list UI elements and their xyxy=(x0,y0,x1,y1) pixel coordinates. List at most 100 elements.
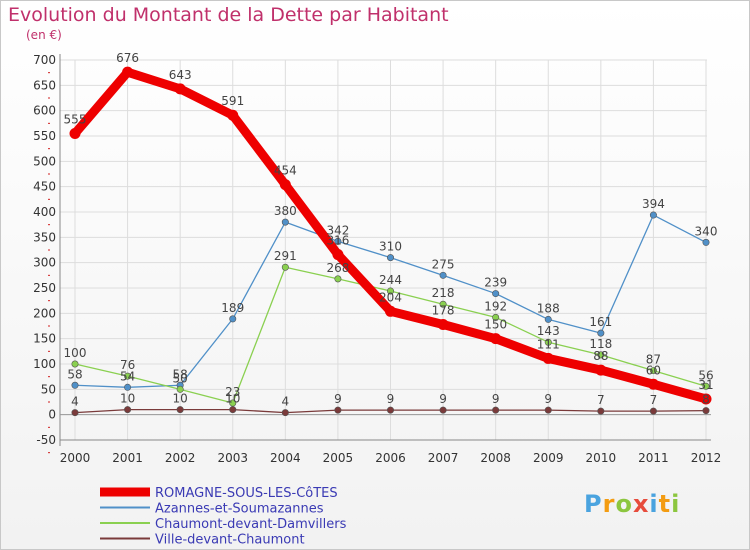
data-point xyxy=(385,305,396,317)
data-label: 291 xyxy=(274,249,297,263)
data-label: 591 xyxy=(221,94,244,108)
y-tick-label: 600 xyxy=(33,104,56,118)
data-label: 161 xyxy=(589,315,612,329)
logo-letter: o xyxy=(615,490,633,518)
data-label: 143 xyxy=(537,324,560,338)
logo-letter: x xyxy=(632,490,650,518)
data-point xyxy=(176,406,184,414)
data-label: 4 xyxy=(71,395,79,409)
data-point xyxy=(702,238,710,246)
x-tick-label: 2003 xyxy=(217,451,248,465)
data-label: 9 xyxy=(492,392,500,406)
data-label: 204 xyxy=(379,290,402,304)
data-point xyxy=(597,351,605,359)
data-label: 380 xyxy=(274,204,297,218)
data-point xyxy=(437,318,449,330)
data-label: 87 xyxy=(646,353,661,367)
x-tick-label: 2012 xyxy=(691,451,722,465)
data-point xyxy=(492,313,500,321)
data-label: 316 xyxy=(326,234,349,248)
chart-subtitle: (en €) xyxy=(26,28,62,42)
data-point xyxy=(439,406,447,414)
y-tick-label: 50 xyxy=(41,382,56,396)
legend-label-0: ROMAGNE-SOUS-LES-CôTES xyxy=(155,486,338,501)
data-point xyxy=(176,385,184,393)
data-label: 310 xyxy=(379,240,402,254)
y-tick-label: 200 xyxy=(33,306,56,320)
data-label: 676 xyxy=(116,51,139,65)
data-point xyxy=(544,406,552,414)
y-tick-label: 250 xyxy=(33,281,56,295)
data-label: 9 xyxy=(334,392,342,406)
y-tick-label: -50 xyxy=(36,433,56,447)
data-label: 54 xyxy=(120,369,135,383)
legend: ROMAGNE-SOUS-LES-CôTESAzannes-et-Soumaza… xyxy=(100,486,347,548)
data-label: 9 xyxy=(439,392,447,406)
logo-letter: r xyxy=(602,490,616,518)
data-label: 56 xyxy=(698,368,713,382)
data-point xyxy=(279,179,291,191)
data-label: 76 xyxy=(120,358,135,372)
data-point xyxy=(386,406,394,414)
data-point xyxy=(281,409,289,417)
data-point xyxy=(597,329,605,337)
legend-label-1: Azannes-et-Soumazannes xyxy=(155,502,324,517)
y-tick-label: 450 xyxy=(33,180,56,194)
x-tick-label: 2002 xyxy=(165,451,196,465)
data-point xyxy=(227,109,239,121)
data-point xyxy=(544,315,552,323)
data-point xyxy=(439,271,447,279)
data-point xyxy=(281,263,289,271)
y-tick-label: 350 xyxy=(33,230,56,244)
data-label: 340 xyxy=(695,224,718,238)
data-label: 88 xyxy=(593,349,608,363)
x-tick-label: 2008 xyxy=(480,451,511,465)
data-label: 7 xyxy=(597,393,605,407)
data-label: 268 xyxy=(326,261,349,275)
y-tick-label: 400 xyxy=(33,205,56,219)
data-point xyxy=(334,237,342,245)
data-label: 454 xyxy=(274,164,297,178)
x-tick-label: 2005 xyxy=(323,451,354,465)
data-point xyxy=(700,393,712,405)
data-label: 275 xyxy=(432,257,455,271)
x-tick-label: 2000 xyxy=(60,451,91,465)
x-tick-label: 2011 xyxy=(638,451,669,465)
logo-letter: i xyxy=(649,490,659,518)
data-label: 643 xyxy=(169,68,192,82)
data-label: 244 xyxy=(379,273,402,287)
data-label: 100 xyxy=(64,346,87,360)
data-label: 118 xyxy=(589,337,612,351)
data-label: 342 xyxy=(326,223,349,237)
y-tick-label: 150 xyxy=(33,332,56,346)
data-point xyxy=(439,300,447,308)
x-tick-label: 2006 xyxy=(375,451,406,465)
y-tick-label: 0 xyxy=(48,408,56,422)
data-label: 9 xyxy=(387,392,395,406)
data-point xyxy=(492,406,500,414)
data-point xyxy=(647,378,659,390)
data-point xyxy=(334,275,342,283)
data-point xyxy=(649,407,657,415)
data-label: 10 xyxy=(173,392,188,406)
data-point xyxy=(281,218,289,226)
x-tick-label: 2001 xyxy=(112,451,143,465)
data-point xyxy=(492,290,500,298)
data-point xyxy=(124,383,132,391)
data-label: 555 xyxy=(64,112,87,126)
x-tick-label: 2004 xyxy=(270,451,301,465)
data-point xyxy=(702,382,710,390)
y-tick-label: 500 xyxy=(33,154,56,168)
data-label: 394 xyxy=(642,197,665,211)
logo-letter: t xyxy=(658,490,672,518)
data-label: 189 xyxy=(221,301,244,315)
data-point xyxy=(229,406,237,414)
data-point xyxy=(332,249,344,261)
data-point xyxy=(69,127,81,139)
data-point xyxy=(595,364,607,376)
data-point xyxy=(71,409,79,417)
data-label: 10 xyxy=(225,392,240,406)
y-tick-label: 650 xyxy=(33,78,56,92)
